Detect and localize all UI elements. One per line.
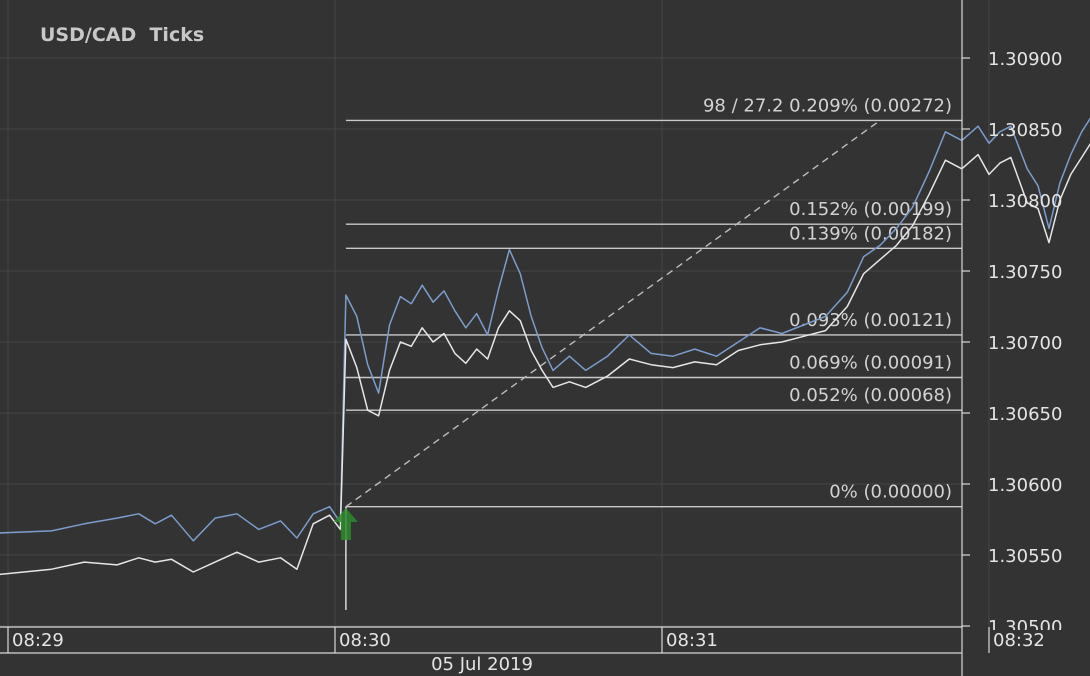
series-bid-line	[0, 142, 1090, 576]
x-tick-label: 08:32	[993, 630, 1045, 651]
fib-level-label: 0% (0.00000)	[829, 482, 952, 503]
event-marker	[333, 506, 358, 610]
x-tick-label: 08:29	[12, 630, 64, 651]
x-tick-label: 08:31	[666, 630, 718, 651]
series-ask-line	[0, 117, 1090, 542]
price-series	[0, 117, 1090, 576]
y-tick-label: 1.30900	[988, 49, 1062, 70]
chart-title: USD/CAD Ticks	[40, 24, 204, 46]
y-tick-label: 1.30700	[988, 333, 1062, 354]
fib-level-label: 0.052% (0.00068)	[789, 385, 952, 406]
y-tick-label: 1.30800	[988, 191, 1062, 212]
x-tick-label: 08:30	[339, 630, 391, 651]
y-tick-label: 1.30600	[988, 475, 1062, 496]
y-axis-bottom-mask	[963, 630, 1090, 676]
fib-level-label: 0.152% (0.00199)	[789, 199, 952, 220]
grid	[0, 0, 990, 627]
y-tick-label: 1.30550	[988, 546, 1062, 567]
fib-level-label: 0.069% (0.00091)	[789, 353, 952, 374]
y-tick-label: 1.30750	[988, 262, 1062, 283]
date-label: 05 Jul 2019	[431, 654, 533, 675]
y-tick-label: 1.30650	[988, 404, 1062, 425]
y-tick-label: 1.30850	[988, 120, 1062, 141]
fib-level-label: 0.139% (0.00182)	[789, 223, 952, 244]
event-arrow-icon	[333, 508, 358, 540]
trend-line	[345, 119, 881, 508]
fib-levels: 98 / 27.2 0.209% (0.00272) 0.152% (0.0019…	[345, 95, 962, 508]
fib-level-label: 98 / 27.2 0.209% (0.00272)	[703, 95, 952, 116]
